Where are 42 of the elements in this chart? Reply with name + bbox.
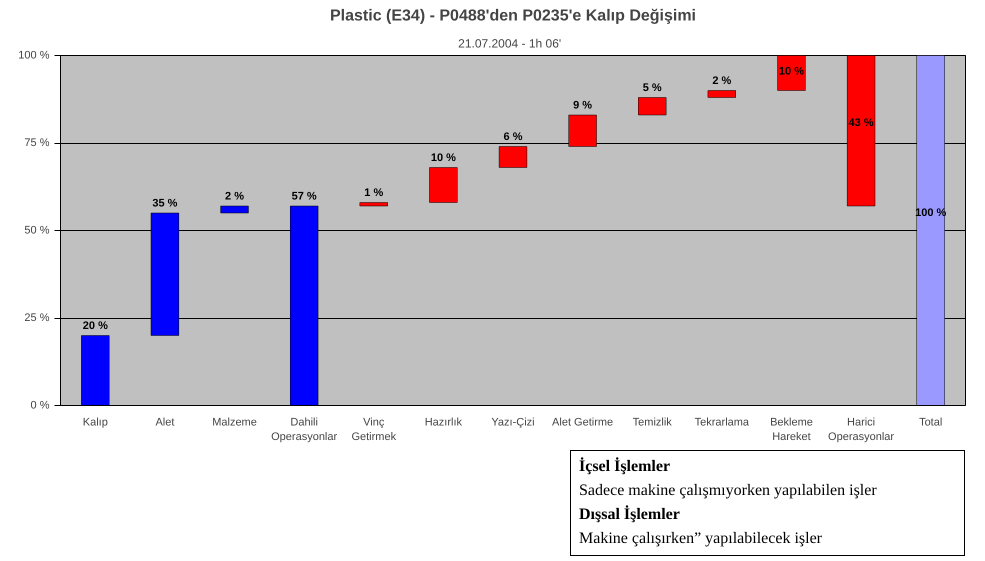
x-tick-label: Kalıp xyxy=(82,416,108,428)
data-label: 5 % xyxy=(642,82,662,94)
bar xyxy=(220,206,249,214)
bar xyxy=(708,90,736,98)
y-tick-label: 0 % xyxy=(30,400,50,412)
y-tick-label: 50 % xyxy=(24,224,50,236)
bar xyxy=(360,202,388,206)
x-tick-label: Vinç Getirmek xyxy=(351,416,397,443)
chart-subtitle: 21.07.2004 - 1h 06' xyxy=(458,36,562,50)
data-label: 35 % xyxy=(152,198,178,210)
data-label: 1 % xyxy=(364,187,384,199)
x-tick-label: Hazırlık xyxy=(424,416,463,428)
x-tick-label: Harici Operasyonlar xyxy=(828,416,894,443)
text: Makine çalışırken” yapılabilecek işler xyxy=(579,530,822,547)
x-tick-label: Alet xyxy=(155,416,174,428)
bar xyxy=(429,167,458,203)
data-label: 10 % xyxy=(430,152,456,164)
chart-title: Plastic (E34) - P0488'den P0235'e Kalıp Değişimi xyxy=(330,8,696,24)
data-label: 57 % xyxy=(292,190,317,202)
data-label: 20 % xyxy=(82,320,108,332)
x-tick-label: Dahili Operasyonlar xyxy=(271,416,338,443)
y-tick-label: 100 % xyxy=(18,50,50,62)
x-tick-label: Temizlik xyxy=(632,416,672,428)
x-tick-label: Tekrarlama xyxy=(694,416,750,428)
data-label: 2 % xyxy=(712,75,732,87)
text: Sadece makine çalışmıyorken yapılabilen işler xyxy=(579,482,877,499)
x-tick-label: Bekleme Hareket xyxy=(770,416,813,443)
text: İçsel İşlemler xyxy=(579,458,670,475)
data-label: 6 % xyxy=(504,131,523,143)
data-label: 2 % xyxy=(225,190,244,202)
text: Dışsal İşlemler xyxy=(579,506,680,523)
x-tick-label: Alet Getirme xyxy=(552,416,614,428)
x-tick-label: Malzeme xyxy=(212,416,257,428)
data-label: 10 % xyxy=(778,65,804,78)
bar xyxy=(498,146,528,168)
y-tick-label: 75 % xyxy=(24,137,50,149)
data-label: 9 % xyxy=(573,100,592,112)
x-tick-label: Yazı-Çizi xyxy=(491,416,535,428)
bar xyxy=(638,97,666,116)
y-tick-label: 25 % xyxy=(24,312,50,324)
data-label: 43 % xyxy=(848,117,874,130)
x-tick-label: Total xyxy=(919,416,942,428)
